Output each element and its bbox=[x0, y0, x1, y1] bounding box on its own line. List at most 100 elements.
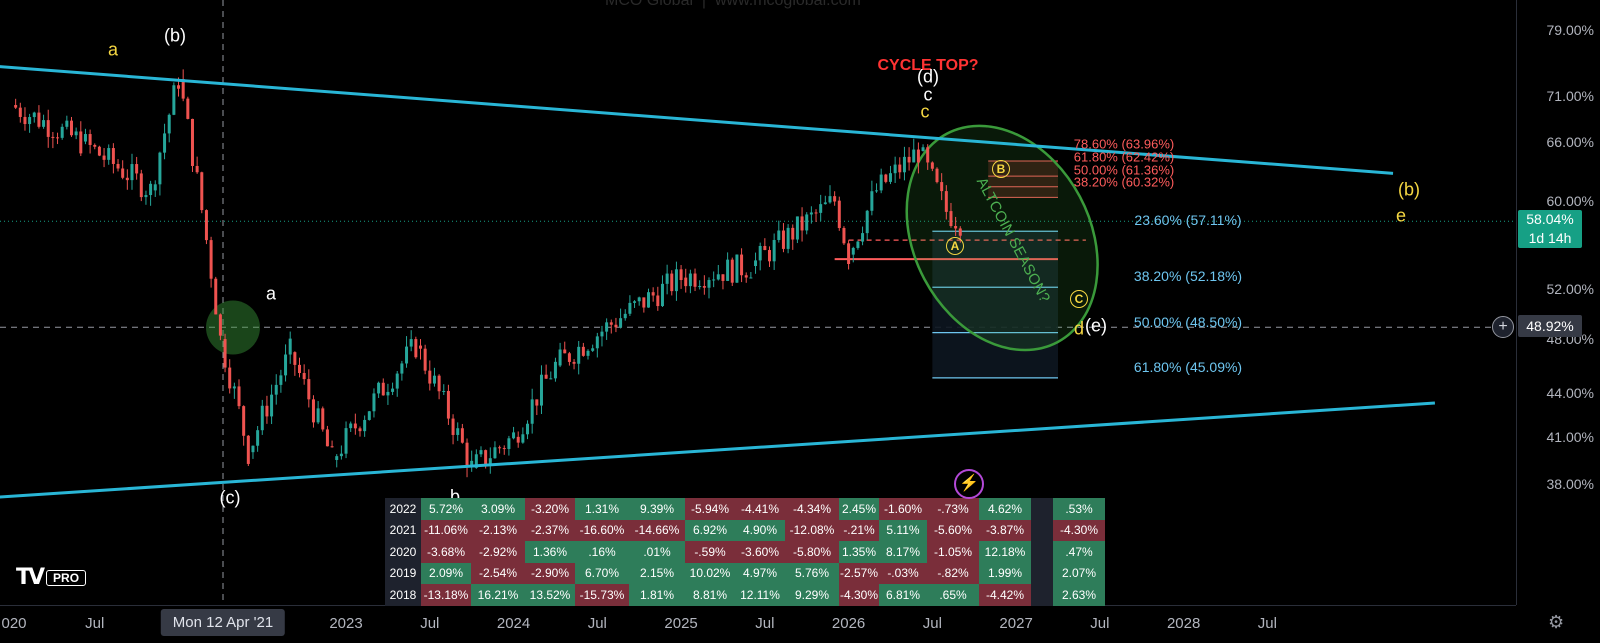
candle-body bbox=[856, 241, 860, 248]
candle-body bbox=[642, 297, 646, 308]
candle-body bbox=[298, 364, 302, 374]
seasonality-cell: 13.52% bbox=[525, 584, 575, 606]
fib-lower-label: 23.60% (57.11%) bbox=[1134, 212, 1242, 229]
candle-body bbox=[572, 361, 576, 364]
time-tick-label: Jul bbox=[1257, 615, 1277, 632]
candle-body bbox=[558, 349, 562, 366]
candle-body bbox=[274, 384, 278, 395]
seasonality-row: 2018 -13.18% 16.21% 13.52% -15.73% 1.81% 8.81%… bbox=[385, 584, 1105, 606]
candle-body bbox=[577, 346, 581, 364]
add-alert-plus-button[interactable]: + bbox=[1492, 316, 1514, 338]
candle-body bbox=[726, 259, 730, 281]
seasonality-cell: -2.90% bbox=[525, 562, 575, 584]
chart-watermark: MCO Global | www.mcoglobal.com bbox=[605, 0, 861, 9]
candle-body bbox=[74, 131, 78, 136]
fib-zone-background bbox=[932, 231, 1058, 378]
seasonality-year: 2018 bbox=[385, 584, 421, 606]
time-tick-label: 2027 bbox=[999, 615, 1033, 632]
time-axis[interactable] bbox=[0, 605, 1516, 643]
candle-body bbox=[153, 184, 157, 191]
candle-body bbox=[307, 379, 311, 400]
altcoin-season-ellipse bbox=[905, 124, 1099, 352]
price-tick-label: 71.00% bbox=[1546, 88, 1594, 105]
candle-body bbox=[507, 438, 511, 449]
seasonality-cell: -2.37% bbox=[525, 519, 575, 541]
candle-body bbox=[456, 428, 460, 435]
candle-body bbox=[949, 211, 953, 226]
candle-body bbox=[605, 322, 609, 332]
candle-body bbox=[14, 105, 18, 108]
candle-body bbox=[954, 225, 958, 229]
fib-upper-label: 38.20% (60.32%) bbox=[1073, 174, 1175, 190]
seasonality-total: -4.30% bbox=[1053, 519, 1105, 541]
candle-body bbox=[344, 428, 348, 454]
candle-body bbox=[660, 283, 664, 307]
candle-body bbox=[526, 423, 530, 435]
candle-body bbox=[242, 406, 246, 436]
candle-body bbox=[284, 354, 288, 376]
seasonality-cell: 6.92% bbox=[685, 519, 735, 541]
candle-body bbox=[139, 173, 143, 198]
candle-body bbox=[186, 98, 190, 119]
candle-body bbox=[330, 446, 334, 448]
settings-gear-icon[interactable]: ⚙ bbox=[1548, 612, 1565, 632]
price-tick-label: 66.00% bbox=[1546, 133, 1594, 150]
seasonality-cell: 8.81% bbox=[685, 584, 735, 606]
tradingview-logo[interactable]: TV PRO bbox=[16, 565, 87, 590]
price-tick-label: 60.00% bbox=[1546, 192, 1594, 209]
candle-body bbox=[395, 373, 399, 389]
price-axis[interactable] bbox=[1516, 0, 1600, 605]
seasonality-total: .53% bbox=[1053, 498, 1105, 520]
wave-label: a bbox=[265, 283, 277, 304]
candle-body bbox=[823, 202, 827, 205]
candle-body bbox=[907, 156, 911, 163]
candle-body bbox=[600, 331, 604, 337]
candle-body bbox=[56, 137, 60, 139]
seasonality-cell: -.59% bbox=[685, 541, 735, 563]
seasonality-cell: -3.68% bbox=[421, 541, 471, 563]
candle-body bbox=[521, 434, 525, 443]
candle-body bbox=[144, 195, 148, 198]
candle-body bbox=[60, 126, 64, 138]
candle-body bbox=[865, 210, 869, 234]
time-tick-label: Jul bbox=[922, 615, 942, 632]
seasonality-spacer bbox=[1031, 519, 1053, 541]
fib-lower-label: 50.00% (48.50%) bbox=[1133, 313, 1243, 330]
candle-body bbox=[232, 386, 236, 389]
candle-body bbox=[437, 375, 441, 392]
candle-body bbox=[177, 85, 181, 89]
candle-body bbox=[228, 367, 232, 389]
candle-body bbox=[135, 164, 139, 174]
candle-body bbox=[479, 450, 483, 455]
wave-label: (d) bbox=[917, 66, 939, 87]
fib-upper-label: 78.60% (63.96%) bbox=[1073, 136, 1175, 152]
candle-body bbox=[698, 286, 702, 288]
candle-body bbox=[847, 243, 851, 264]
candle-body bbox=[842, 228, 846, 244]
candle-body bbox=[814, 212, 818, 214]
candle-body bbox=[42, 120, 46, 127]
candle-body bbox=[581, 346, 585, 356]
lightning-bolt-icon[interactable]: ⚡ bbox=[954, 469, 984, 499]
fib-upper-label: 50.00% (61.36%) bbox=[1073, 162, 1175, 178]
candle-body bbox=[51, 136, 55, 138]
candle-body bbox=[875, 190, 879, 192]
seasonality-cell: 5.72% bbox=[421, 498, 471, 520]
seasonality-year: 2020 bbox=[385, 541, 421, 563]
seasonality-cell: -.03% bbox=[879, 562, 927, 584]
seasonality-cell: -4.41% bbox=[735, 498, 785, 520]
candle-body bbox=[879, 174, 883, 191]
seasonality-cell: -15.73% bbox=[575, 584, 629, 606]
candle-body bbox=[372, 393, 376, 412]
seasonality-cell: -.73% bbox=[927, 498, 979, 520]
candlestick-series bbox=[14, 69, 962, 478]
candle-body bbox=[102, 155, 106, 160]
candle-body bbox=[535, 399, 539, 406]
candle-body bbox=[898, 164, 902, 173]
seasonality-cell: 6.81% bbox=[879, 584, 927, 606]
seasonality-cell: -5.80% bbox=[785, 541, 839, 563]
candle-body bbox=[539, 374, 543, 406]
wave-label: (c) bbox=[219, 487, 241, 508]
candle-body bbox=[688, 273, 692, 287]
